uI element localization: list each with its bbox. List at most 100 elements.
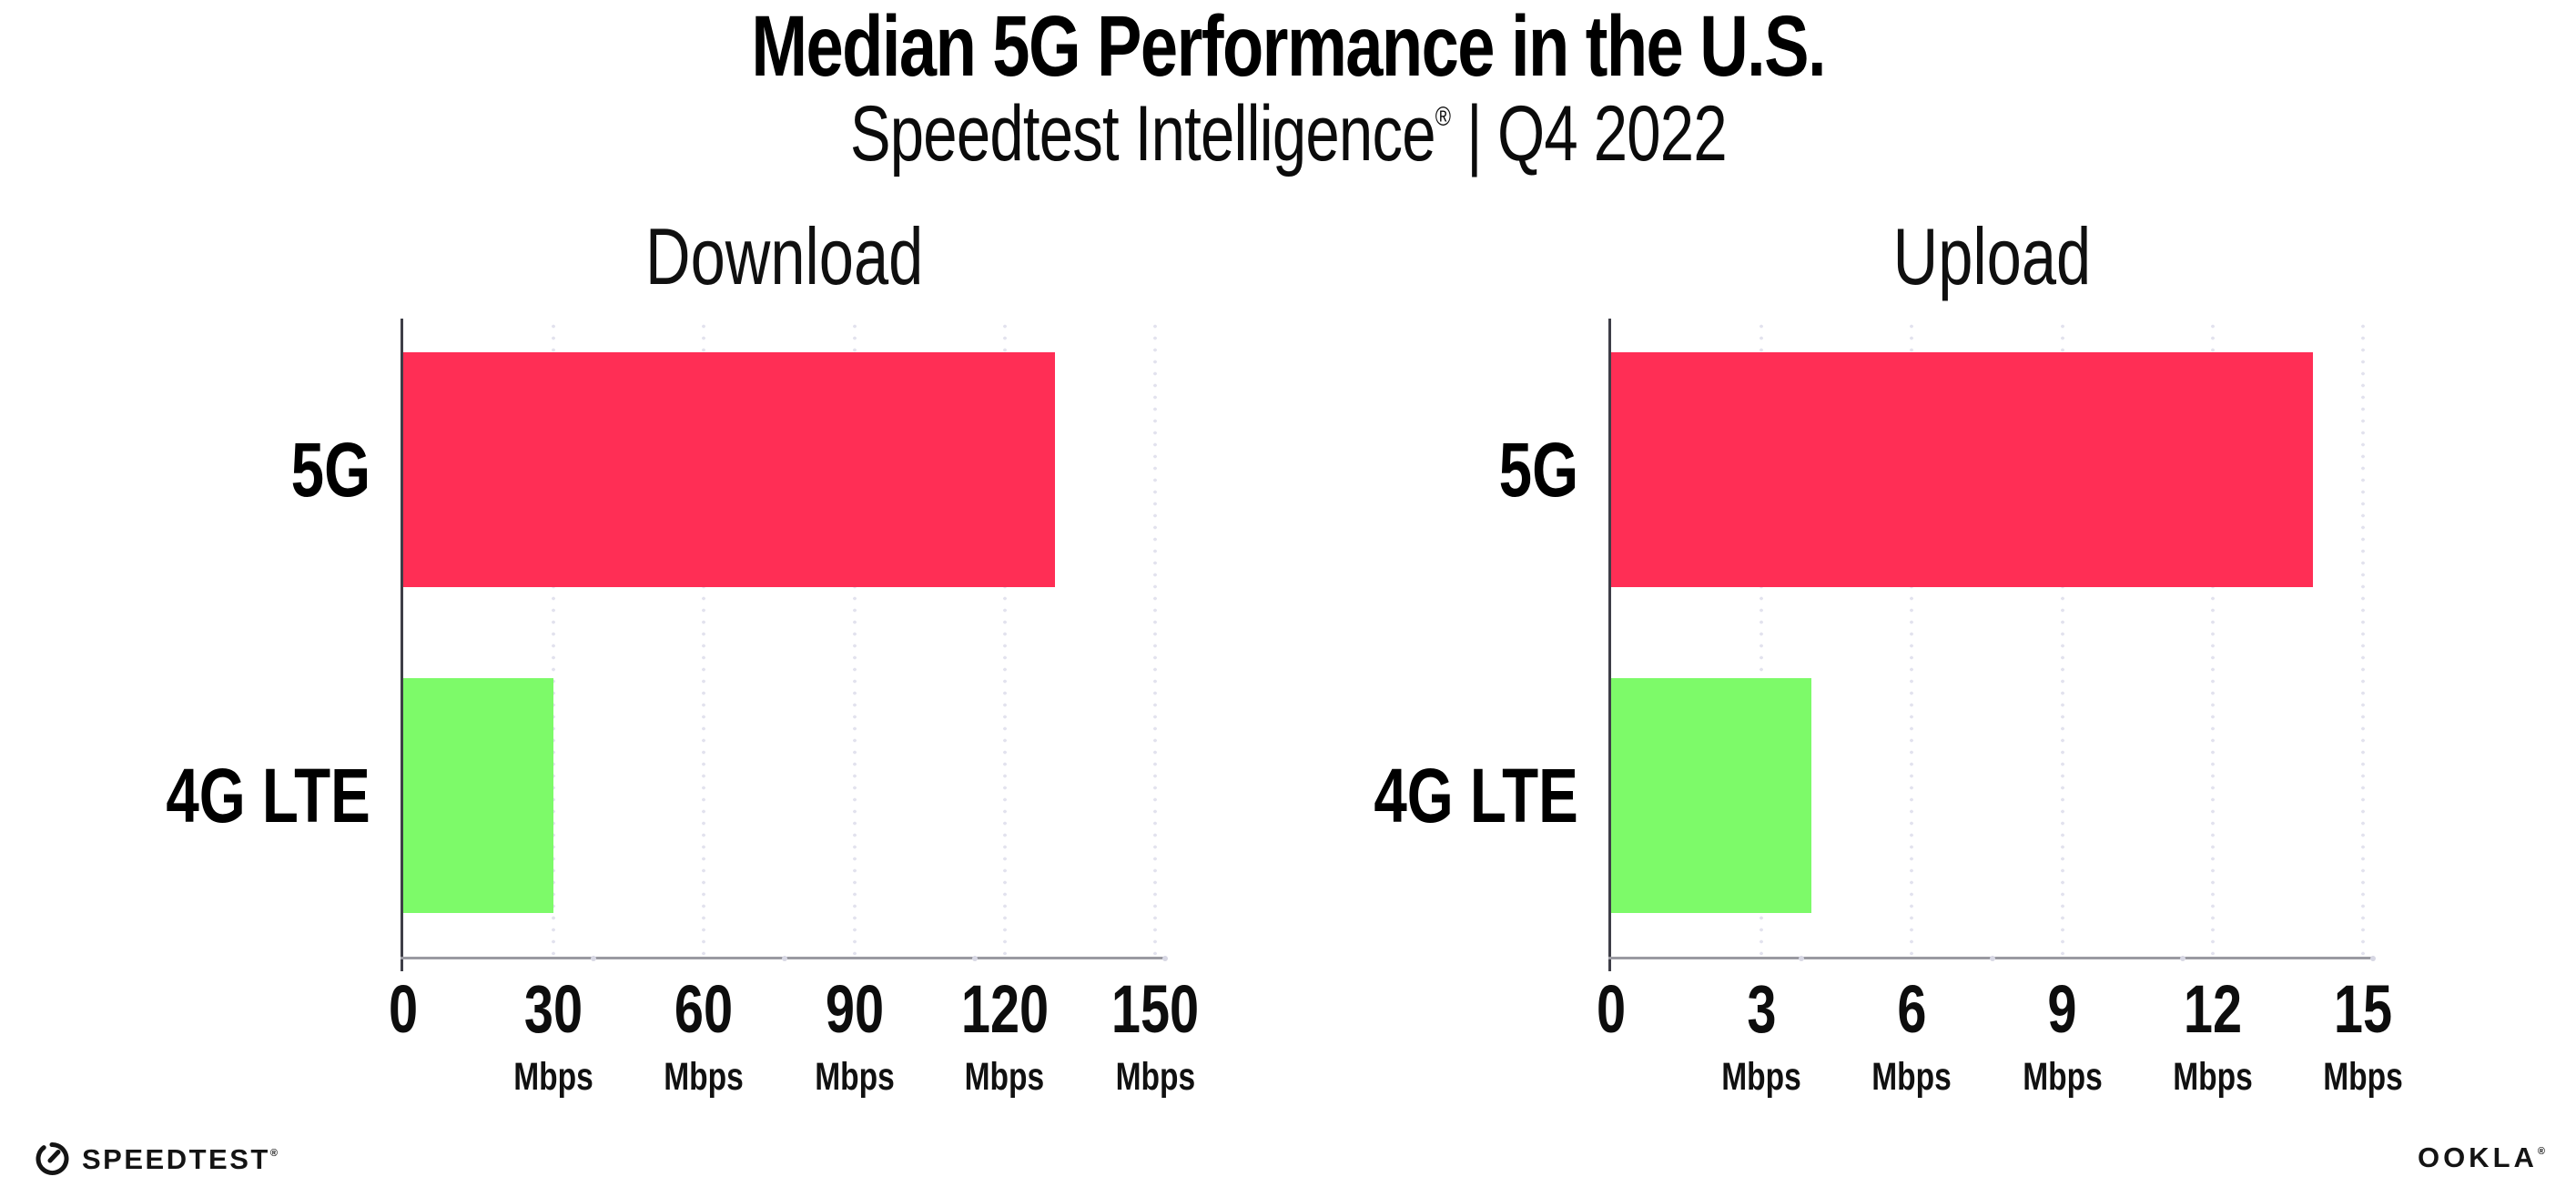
page-subtitle-text: Speedtest Intelligence® | Q4 2022 bbox=[849, 90, 1727, 178]
baseline-tick-dot bbox=[971, 956, 978, 961]
tick-number: 6 bbox=[1897, 971, 1927, 1047]
tick-unit-label: Mbps bbox=[513, 1055, 593, 1099]
tick-unit-row: Mbps bbox=[502, 1058, 604, 1097]
upload-heading-text: Upload bbox=[1892, 211, 2092, 301]
upload-tick-15: 15 Mbps bbox=[2312, 976, 2414, 1097]
upload-tick-9: 9 Mbps bbox=[2011, 976, 2113, 1097]
tick-unit-label: Mbps bbox=[2022, 1055, 2103, 1099]
baseline-tick-dot bbox=[2179, 956, 2186, 961]
tick-number: 60 bbox=[674, 971, 734, 1047]
download-chart: Download 5G 4G LTE 0 30 Mbps 60 Mbps 90 Mbps 120 Mb… bbox=[167, 217, 1200, 1097]
tick-unit-row: Mbps bbox=[2011, 1058, 2113, 1097]
gridline-90 bbox=[852, 320, 857, 958]
tick-unit-label: Mbps bbox=[2323, 1055, 2403, 1099]
page-subtitle: Speedtest Intelligence® | Q4 2022 bbox=[0, 95, 2576, 173]
tick-number: 12 bbox=[2183, 971, 2242, 1047]
tick-number: 90 bbox=[825, 971, 884, 1047]
upload-heading: Upload bbox=[1611, 217, 2373, 297]
upload-category-label-5g: 5G bbox=[1476, 431, 1578, 508]
tick-number: 0 bbox=[388, 971, 419, 1047]
tick-unit-row: Mbps bbox=[653, 1058, 755, 1097]
baseline-tick-dot bbox=[591, 956, 597, 961]
tick-number-row: 12 bbox=[2162, 976, 2264, 1043]
download-tick-90: 90 Mbps bbox=[803, 976, 905, 1097]
tick-number-row: 0 bbox=[384, 976, 421, 1043]
tick-unit-label: Mbps bbox=[964, 1055, 1045, 1099]
speedtest-registered-mark-icon: ® bbox=[269, 1147, 278, 1159]
upload-category-label-4g-lte: 4G LTE bbox=[1316, 757, 1578, 834]
registered-mark-icon: ® bbox=[1435, 102, 1451, 132]
tick-unit-row: Mbps bbox=[2162, 1058, 2264, 1097]
baseline-tick-dot bbox=[2370, 956, 2376, 961]
gridline-9 bbox=[2060, 320, 2064, 958]
tick-unit-label: Mbps bbox=[664, 1055, 745, 1099]
gridline-3 bbox=[1760, 320, 1764, 958]
baseline-tick-dot bbox=[1989, 956, 1995, 961]
upload-tick-3: 3 Mbps bbox=[1710, 976, 1812, 1097]
baseline-tick-dot bbox=[781, 956, 787, 961]
category-label-text: 5G bbox=[290, 427, 370, 512]
tick-number-row: 6 bbox=[1861, 976, 1962, 1043]
download-tick-30: 30 Mbps bbox=[502, 976, 604, 1097]
tick-unit-label: Mbps bbox=[2172, 1055, 2253, 1099]
upload-y-axis bbox=[1608, 319, 1611, 971]
speedtest-logo: SPEEDTEST® bbox=[33, 1140, 278, 1178]
upload-bar-5g bbox=[1611, 352, 2313, 587]
tick-number: 15 bbox=[2333, 971, 2393, 1047]
upload-tick-12: 12 Mbps bbox=[2162, 976, 2264, 1097]
download-heading: Download bbox=[403, 217, 1165, 297]
gridline-120 bbox=[1002, 320, 1007, 958]
tick-number-row: 0 bbox=[1592, 976, 1629, 1043]
tick-unit-row: Mbps bbox=[2312, 1058, 2414, 1097]
tick-unit-label: Mbps bbox=[1871, 1055, 1952, 1099]
tick-number-row: 60 bbox=[653, 976, 755, 1043]
upload-bar-4g-lte bbox=[1611, 678, 1812, 913]
tick-number-row: 90 bbox=[803, 976, 905, 1043]
tick-unit-row: Mbps bbox=[1710, 1058, 1812, 1097]
tick-unit-row: Mbps bbox=[1099, 1058, 1211, 1097]
download-tick-150: 150 Mbps bbox=[1099, 976, 1211, 1097]
tick-number: 0 bbox=[1596, 971, 1627, 1047]
upload-tick-6: 6 Mbps bbox=[1861, 976, 1962, 1097]
tick-unit-label: Mbps bbox=[1721, 1055, 1801, 1099]
tick-unit-row: Mbps bbox=[803, 1058, 905, 1097]
ookla-registered-mark-icon: ® bbox=[2537, 1146, 2545, 1157]
download-tick-60: 60 Mbps bbox=[653, 976, 755, 1097]
tick-unit-row: Mbps bbox=[1861, 1058, 1962, 1097]
subtitle-separator: | bbox=[1465, 90, 1482, 178]
category-label-text: 4G LTE bbox=[1374, 753, 1578, 838]
gridline-60 bbox=[702, 320, 706, 958]
tick-number-row: 15 bbox=[2312, 976, 2414, 1043]
speedtest-label: SPEEDTEST bbox=[82, 1142, 270, 1175]
ookla-logo: OOKLA® bbox=[2418, 1143, 2545, 1172]
tick-number: 150 bbox=[1111, 971, 1200, 1047]
tick-number-row: 3 bbox=[1710, 976, 1812, 1043]
upload-chart: Upload 5G 4G LTE 0 3 Mbps 6 Mbps 9 Mbps 12 Mbps 15 Mb… bbox=[1374, 217, 2403, 1097]
tick-number-row: 150 bbox=[1099, 976, 1211, 1043]
download-heading-text: Download bbox=[644, 211, 924, 301]
download-tick-120: 120 Mbps bbox=[948, 976, 1060, 1097]
tick-unit-label: Mbps bbox=[1115, 1055, 1195, 1099]
baseline-tick-dot bbox=[1162, 956, 1168, 961]
download-bar-4g-lte bbox=[403, 678, 554, 913]
tick-number: 9 bbox=[2047, 971, 2077, 1047]
ookla-label: OOKLA bbox=[2417, 1141, 2538, 1173]
tick-number-row: 30 bbox=[502, 976, 604, 1043]
category-label-text: 4G LTE bbox=[166, 753, 370, 838]
download-category-label-4g-lte: 4G LTE bbox=[108, 757, 370, 834]
gridline-150 bbox=[1152, 320, 1157, 958]
tick-unit-label: Mbps bbox=[814, 1055, 895, 1099]
speedtest-wordmark: SPEEDTEST® bbox=[82, 1145, 278, 1173]
tick-number: 3 bbox=[1747, 971, 1777, 1047]
tick-unit-row: Mbps bbox=[948, 1058, 1060, 1097]
subtitle-brand: Speedtest Intelligence bbox=[849, 90, 1435, 178]
download-category-label-5g: 5G bbox=[269, 431, 370, 508]
gridline-12 bbox=[2210, 320, 2215, 958]
subtitle-period: Q4 2022 bbox=[1496, 90, 1728, 178]
speedtest-gauge-icon bbox=[35, 1141, 69, 1175]
page-title: Median 5G Performance in the U.S. bbox=[0, 4, 2576, 90]
baseline-tick-dot bbox=[1799, 956, 1805, 961]
category-label-text: 5G bbox=[1498, 427, 1578, 512]
gridline-6 bbox=[1910, 320, 1914, 958]
